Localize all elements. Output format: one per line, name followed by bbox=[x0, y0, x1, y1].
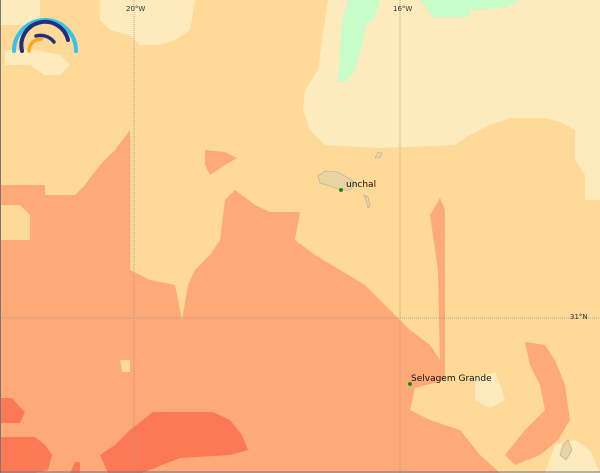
pale-zone bbox=[545, 440, 600, 473]
pale-zone bbox=[303, 0, 600, 200]
green-zone bbox=[420, 0, 520, 17]
city-marker[interactable] bbox=[408, 382, 412, 386]
salmon-zone bbox=[205, 150, 237, 175]
grid-label-31n: 31°N bbox=[570, 313, 588, 321]
green-zone bbox=[338, 0, 380, 82]
city-marker[interactable] bbox=[339, 188, 343, 192]
pale-zone bbox=[0, 0, 40, 25]
pale-zone bbox=[100, 0, 195, 45]
red-zone bbox=[0, 398, 25, 423]
grid-label-20w: 20°W bbox=[126, 5, 146, 13]
salmon-zone bbox=[0, 130, 500, 473]
desertas-island bbox=[363, 194, 371, 209]
place-label: Selvagem Grande bbox=[411, 374, 492, 384]
salmon-zone bbox=[505, 342, 570, 465]
place-label: unchal bbox=[346, 180, 377, 190]
red-zone bbox=[100, 412, 248, 473]
red-zone bbox=[70, 462, 80, 473]
pale-zone bbox=[5, 50, 70, 75]
medium-zone bbox=[120, 360, 130, 372]
rainbow-arcs-logo bbox=[12, 18, 78, 53]
grid-label-16w: 16°W bbox=[393, 5, 413, 13]
porto-santo-island bbox=[374, 151, 383, 159]
pale-zone bbox=[475, 372, 505, 408]
red-zone bbox=[0, 437, 52, 473]
pale-zone bbox=[0, 205, 30, 240]
madeira-island bbox=[317, 170, 357, 191]
island bbox=[559, 439, 573, 461]
